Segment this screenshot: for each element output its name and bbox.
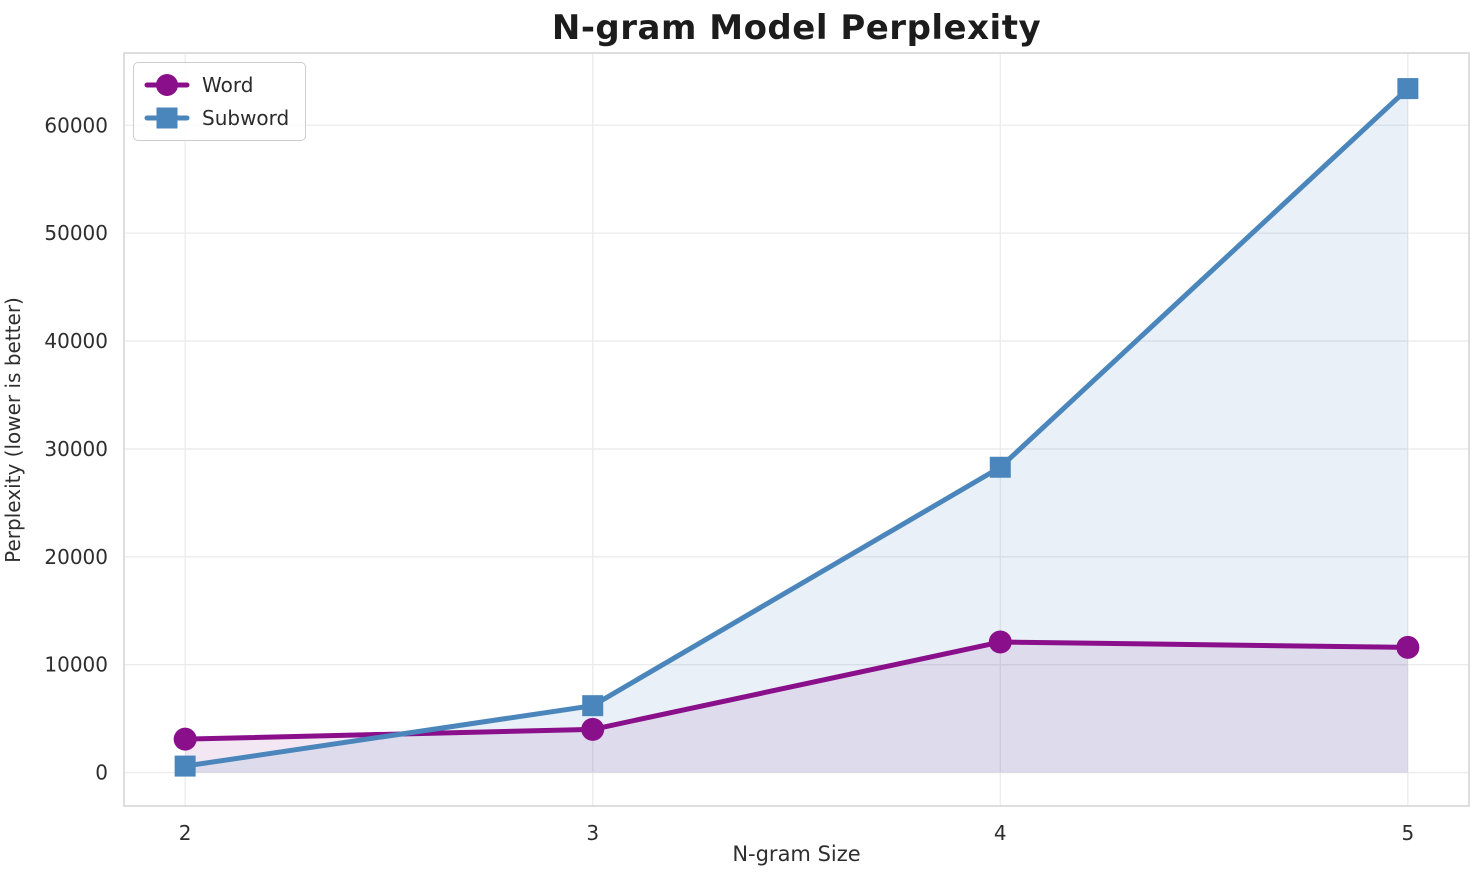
marker-word	[173, 727, 197, 751]
marker-word	[581, 717, 605, 741]
x-tick-label: 4	[994, 821, 1007, 845]
legend-label-word: Word	[202, 73, 254, 97]
marker-subword	[989, 456, 1011, 478]
marker-word	[988, 630, 1012, 654]
marker-subword	[174, 755, 196, 777]
x-axis-label: N-gram Size	[732, 842, 861, 866]
word-line-circle-marker-icon	[144, 74, 190, 96]
chart-title: N-gram Model Perplexity	[551, 8, 1042, 48]
line-subword	[182, 86, 1411, 769]
y-tick-label: 50000	[44, 221, 108, 245]
legend-label-subword: Subword	[202, 106, 290, 130]
x-tick-label: 5	[1401, 821, 1414, 845]
x-tick-label: 3	[586, 821, 599, 845]
y-tick-label: 20000	[44, 545, 108, 569]
legend: Word Subword	[133, 62, 307, 141]
y-tick-label: 0	[95, 761, 108, 785]
x-tick-label: 2	[179, 821, 192, 845]
y-tick-label: 60000	[44, 113, 108, 137]
legend-item-word: Word	[144, 72, 289, 98]
y-tick-label: 10000	[44, 653, 108, 677]
marker-subword	[1397, 78, 1419, 100]
area-word	[185, 642, 1408, 773]
y-tick-label: 40000	[44, 329, 108, 353]
y-axis-label: Perplexity (lower is better)	[1, 297, 25, 563]
marker-word	[1396, 635, 1420, 659]
area-subword	[185, 88, 1408, 773]
y-tick-label: 30000	[44, 437, 108, 461]
plot-border	[123, 52, 1470, 807]
legend-item-subword: Subword	[144, 105, 289, 131]
marker-subword	[582, 695, 604, 717]
subword-line-square-marker-icon	[144, 107, 190, 129]
